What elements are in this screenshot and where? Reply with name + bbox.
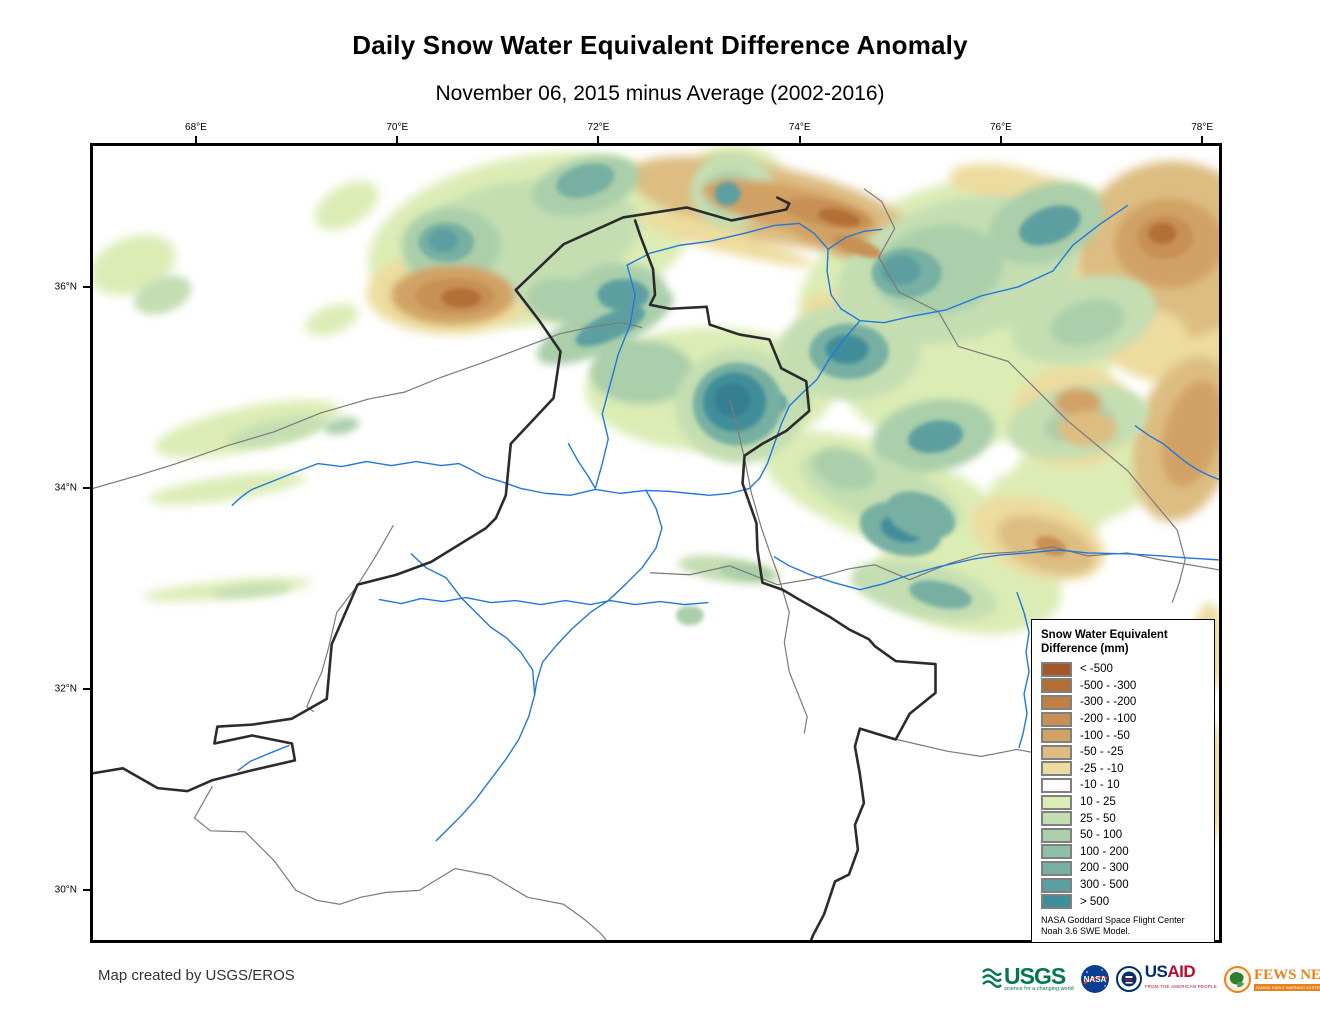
fewsnet-globe-icon — [1223, 965, 1251, 993]
longitude-tick-label: 72°E — [587, 122, 610, 133]
latitude-tick-label: 32°N — [54, 683, 77, 695]
legend-class-label: -25 - -10 — [1080, 762, 1124, 775]
legend-class-label: 25 - 50 — [1080, 812, 1116, 825]
legend-row: -10 - 10 — [1041, 777, 1208, 794]
legend-color-swatch — [1041, 827, 1072, 843]
fewsnet-tagline: FAMINE EARLY WARNING SYSTEMS NETWORK — [1253, 983, 1320, 991]
longitude-tick-label: 76°E — [989, 122, 1012, 133]
legend-class-label: 100 - 200 — [1080, 845, 1129, 858]
legend-row: 300 - 500 — [1041, 877, 1208, 894]
usaid-logo: USAID FROM THE AMERICAN PEOPLE — [1115, 961, 1217, 994]
longitude-tick — [396, 136, 399, 144]
legend-class-label: 300 - 500 — [1080, 879, 1129, 892]
nasa-wordmark: NASA — [1083, 975, 1106, 984]
legend-color-swatch — [1041, 877, 1072, 893]
legend-note-line1: NASA Goddard Space Flight Center — [1041, 914, 1185, 925]
longitude-tick-label: 74°E — [788, 122, 811, 133]
anomaly-core-layer — [415, 163, 1194, 626]
latitude-tick-label: 36°N — [54, 281, 77, 293]
legend-color-swatch — [1041, 844, 1072, 860]
fewsnet-logo: FEWS NET FAMINE EARLY WARNING SYSTEMS NE… — [1223, 965, 1320, 993]
latitude-tick-label: 30°N — [54, 884, 77, 896]
legend-row: -200 - -100 — [1041, 711, 1208, 728]
legend-row: 200 - 300 — [1041, 860, 1208, 877]
legend-color-swatch — [1041, 678, 1072, 694]
legend-class-label: 50 - 100 — [1080, 829, 1123, 842]
legend-color-swatch — [1041, 860, 1072, 876]
legend-color-swatch — [1041, 711, 1072, 727]
map-frame: 68°E 70°E 72°E 74°E 76°E 78°E 36°N 34°N 32°N 30°… — [55, 122, 1222, 943]
legend-row: -50 - -25 — [1041, 744, 1208, 761]
legend-title: Snow Water Equivalent Difference (mm) — [1041, 628, 1208, 656]
legend-class-label: > 500 — [1080, 895, 1110, 908]
legend-class-label: -100 - -50 — [1080, 729, 1130, 742]
legend-row: -300 - -200 — [1041, 694, 1208, 711]
legend-color-swatch — [1041, 894, 1072, 910]
legend-color-swatch — [1041, 761, 1072, 777]
legend-color-swatch — [1041, 811, 1072, 827]
legend-source-note: NASA Goddard Space Flight Center Noah 3.… — [1041, 915, 1208, 937]
usgs-tagline: science for a changing world — [1004, 986, 1074, 992]
map-legend: Snow Water Equivalent Difference (mm) < … — [1031, 619, 1215, 943]
latitude-tick — [83, 687, 91, 690]
rivers — [231, 204, 1219, 842]
legend-row: -500 - -300 — [1041, 678, 1208, 695]
latitude-tick — [83, 486, 91, 489]
longitude-tick-label: 70°E — [386, 122, 409, 133]
longitude-tick — [798, 136, 801, 144]
legend-class-label: 10 - 25 — [1080, 796, 1116, 809]
longitude-tick — [999, 136, 1002, 144]
legend-row: -100 - -50 — [1041, 727, 1208, 744]
longitude-tick-label: 68°E — [185, 122, 207, 133]
latitude-tick — [83, 285, 91, 288]
legend-class-label: -200 - -100 — [1080, 713, 1137, 726]
page-title: Daily Snow Water Equivalent Difference A… — [352, 30, 968, 60]
longitude-tick — [194, 136, 197, 144]
usaid-tagline: FROM THE AMERICAN PEOPLE — [1144, 983, 1217, 989]
legend-class-label: -10 - 10 — [1080, 779, 1120, 792]
legend-note-line2: Noah 3.6 SWE Model. — [1041, 925, 1131, 936]
legend-class-label: < -500 — [1080, 663, 1113, 676]
map-attribution: Map created by USGS/EROS — [98, 967, 295, 984]
nasa-logo: NASA — [1080, 965, 1109, 993]
fewsnet-wordmark: FEWS NET — [1253, 966, 1320, 983]
map-canvas — [93, 146, 1219, 940]
usgs-wordmark: USGS — [1004, 963, 1066, 989]
longitude-tick — [1201, 136, 1204, 144]
legend-row: < -500 — [1041, 661, 1208, 678]
usaid-wordmark-us: US — [1144, 961, 1168, 981]
partner-logos: USGS science for a changing world NASA — [982, 958, 1320, 1000]
legend-row: 10 - 25 — [1041, 794, 1208, 811]
legend-row: > 500 — [1041, 893, 1208, 910]
legend-row: 25 - 50 — [1041, 810, 1208, 827]
legend-class-label: -500 - -300 — [1080, 679, 1137, 692]
legend-class-label: -50 - -25 — [1080, 746, 1124, 759]
legend-row: 50 - 100 — [1041, 827, 1208, 844]
legend-title-line1: Snow Water Equivalent — [1041, 629, 1168, 641]
legend-row: -25 - -10 — [1041, 761, 1208, 778]
latitude-tick — [83, 888, 91, 891]
legend-color-swatch — [1041, 728, 1072, 744]
usaid-wordmark-aid: AID — [1167, 961, 1196, 981]
legend-class-label: -300 - -200 — [1080, 696, 1137, 709]
legend-color-swatch — [1041, 777, 1072, 793]
legend-rows: < -500 -500 - -300 -300 - -200 -200 - -100 -… — [1041, 661, 1208, 910]
usaid-seal-icon — [1115, 966, 1142, 992]
legend-class-label: 200 - 300 — [1080, 862, 1129, 875]
longitude-tick-label: 78°E — [1191, 122, 1214, 133]
international-boundaries — [93, 196, 937, 940]
longitude-tick — [597, 136, 600, 144]
legend-color-swatch — [1041, 694, 1072, 710]
anomaly-mid-layer — [133, 152, 1219, 622]
legend-color-swatch — [1041, 661, 1072, 677]
legend-row: 100 - 200 — [1041, 844, 1208, 861]
legend-title-line2: Difference (mm) — [1041, 643, 1129, 655]
legend-color-swatch — [1041, 744, 1072, 760]
usgs-logo: USGS science for a changing world — [982, 963, 1074, 992]
page-subtitle: November 06, 2015 minus Average (2002-20… — [435, 82, 885, 105]
latitude-tick-label: 34°N — [54, 482, 77, 494]
usgs-wave-icon — [982, 968, 1002, 988]
legend-color-swatch — [1041, 794, 1072, 810]
